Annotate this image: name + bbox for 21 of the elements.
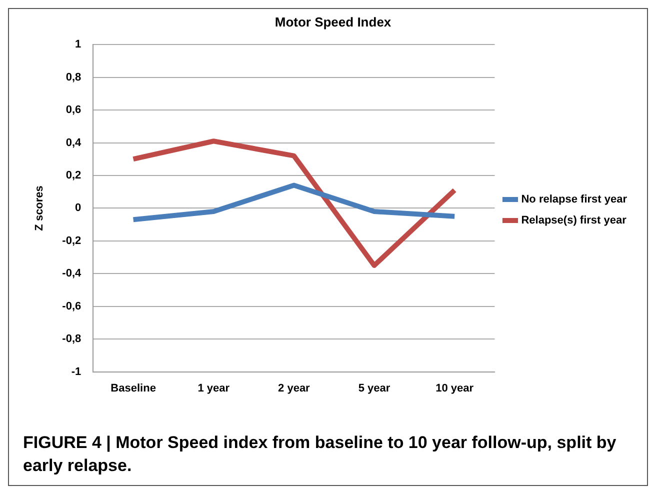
y-tick-label: 1 xyxy=(75,38,82,51)
y-tick-label: 0,6 xyxy=(66,104,82,116)
y-tick-label: -0,4 xyxy=(62,268,82,280)
y-tick-label: -0,2 xyxy=(62,234,82,247)
caption: FIGURE 4 | Motor Speed index from baseline to 10 year follow-up, split by early relapse. xyxy=(23,432,618,477)
y-tick-label: -0,8 xyxy=(62,333,82,346)
y-tick-label: 0,2 xyxy=(66,170,82,182)
y-tick-label: 0 xyxy=(75,202,82,214)
y-tick-label: 0,4 xyxy=(66,136,82,149)
x-tick-label: 1 year xyxy=(198,382,230,394)
y-tick-label: 0,8 xyxy=(66,71,82,84)
legend-label: No relapse first year xyxy=(521,194,628,206)
y-tick-label: -0,6 xyxy=(62,300,82,312)
y-axis-title: Z scores xyxy=(34,186,46,231)
x-tick-label: 2 year xyxy=(278,382,311,394)
x-tick-label: Baseline xyxy=(110,382,156,394)
x-tick-label: 5 year xyxy=(358,382,391,394)
chart-title: Motor Speed Index xyxy=(274,14,392,30)
y-tick-label: -1 xyxy=(71,366,82,378)
legend-label: Relapse(s) first year xyxy=(521,214,628,227)
x-tick-label: 10 year xyxy=(436,382,474,394)
